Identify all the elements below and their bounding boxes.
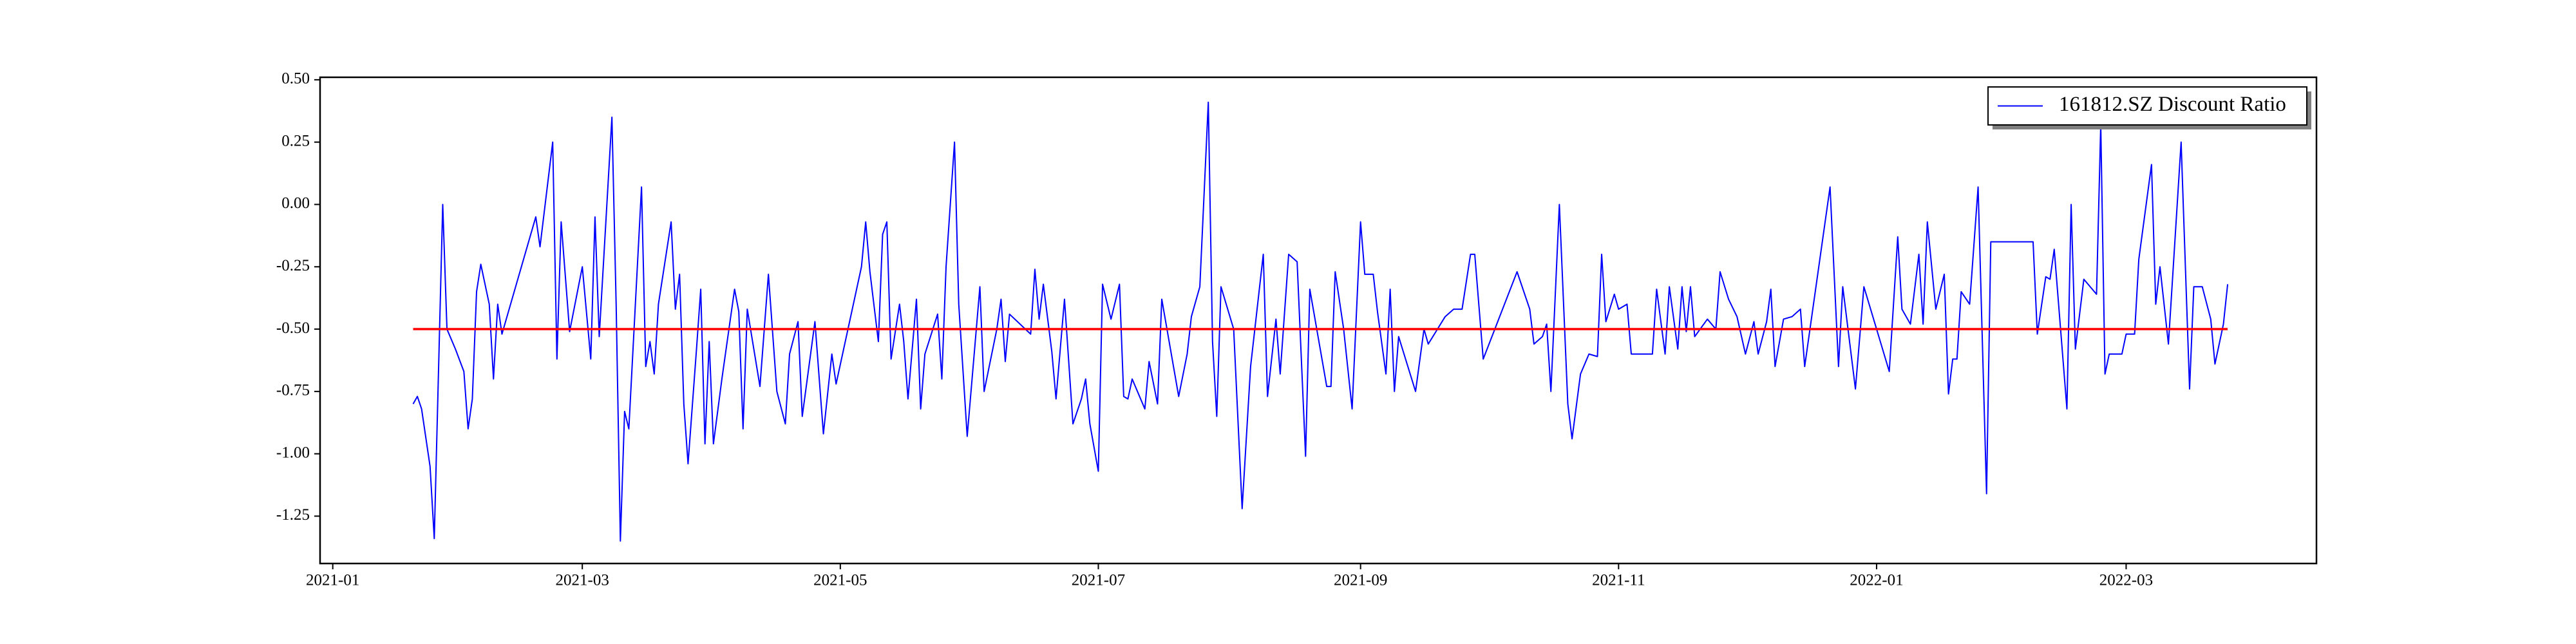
x-tick-label: 2021-07 bbox=[1072, 572, 1125, 589]
y-tick-label: -1.25 bbox=[276, 506, 310, 524]
x-tick-label: 2021-05 bbox=[813, 572, 867, 589]
y-tick-label: 0.50 bbox=[281, 70, 310, 88]
x-tick-label: 2021-11 bbox=[1592, 572, 1645, 589]
x-tick-label: 2021-09 bbox=[1334, 572, 1387, 589]
y-tick-label: 0.25 bbox=[281, 132, 310, 149]
y-tick-label: -0.25 bbox=[276, 257, 310, 274]
y-tick-label: -0.75 bbox=[276, 382, 310, 399]
data-line bbox=[412, 101, 2229, 542]
x-tick-label: 2021-01 bbox=[306, 572, 359, 589]
y-tick-label: -1.00 bbox=[276, 444, 310, 461]
x-tick-label: 2022-01 bbox=[1850, 572, 1903, 589]
y-tick-label: 0.00 bbox=[281, 194, 310, 212]
y-tick-label: -0.50 bbox=[276, 319, 310, 337]
axes-frame bbox=[319, 76, 2318, 565]
x-tick-label: 2021-03 bbox=[556, 572, 609, 589]
x-tick-label: 2022-03 bbox=[2099, 572, 2153, 589]
legend-label: 161812.SZ Discount Ratio bbox=[2059, 93, 2286, 116]
